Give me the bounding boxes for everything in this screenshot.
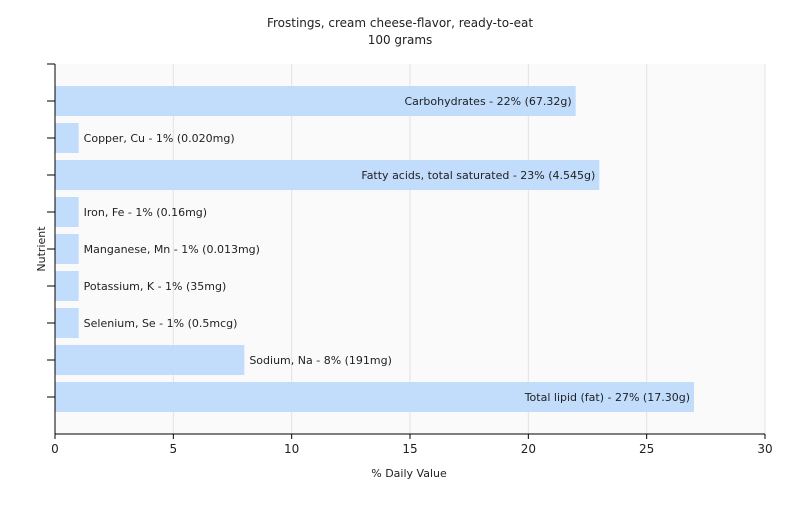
bar-label: Copper, Cu - 1% (0.020mg) bbox=[84, 132, 235, 145]
bar-label: Sodium, Na - 8% (191mg) bbox=[249, 354, 392, 367]
bar bbox=[55, 308, 79, 338]
bars-group: Carbohydrates - 22% (67.32g) Copper, Cu -… bbox=[55, 86, 694, 412]
x-axis-title: % Daily Value bbox=[371, 467, 447, 480]
x-tick-label: 5 bbox=[170, 442, 178, 456]
bar-label: Iron, Fe - 1% (0.16mg) bbox=[84, 206, 207, 219]
x-tick-label: 25 bbox=[639, 442, 654, 456]
x-tick-label: 15 bbox=[402, 442, 417, 456]
bar bbox=[55, 271, 79, 301]
bar-label: Total lipid (fat) - 27% (17.30g) bbox=[524, 391, 690, 404]
bar bbox=[55, 123, 79, 153]
bar-label: Manganese, Mn - 1% (0.013mg) bbox=[84, 243, 260, 256]
chart-title: Frostings, cream cheese-flavor, ready-to… bbox=[267, 16, 533, 30]
bar bbox=[55, 86, 576, 116]
bar-label: Fatty acids, total saturated - 23% (4.54… bbox=[361, 169, 595, 182]
grid-lines bbox=[172, 64, 766, 434]
bar bbox=[55, 234, 79, 264]
bar bbox=[55, 197, 79, 227]
bar-label: Potassium, K - 1% (35mg) bbox=[84, 280, 227, 293]
bar bbox=[55, 382, 694, 412]
bar-label: Carbohydrates - 22% (67.32g) bbox=[404, 95, 571, 108]
bar bbox=[55, 160, 600, 190]
x-tick-label: 20 bbox=[521, 442, 536, 456]
x-tick-label: 30 bbox=[757, 442, 772, 456]
axes-group: 0 5 10 15 20 25 30 bbox=[47, 63, 773, 456]
y-axis-title: Nutrient bbox=[35, 226, 48, 272]
chart-subtitle: 100 grams bbox=[368, 33, 433, 47]
bar-label: Selenium, Se - 1% (0.5mcg) bbox=[84, 317, 238, 330]
x-tick-label: 10 bbox=[284, 442, 299, 456]
bar bbox=[55, 345, 245, 375]
x-tick-label: 0 bbox=[51, 442, 59, 456]
